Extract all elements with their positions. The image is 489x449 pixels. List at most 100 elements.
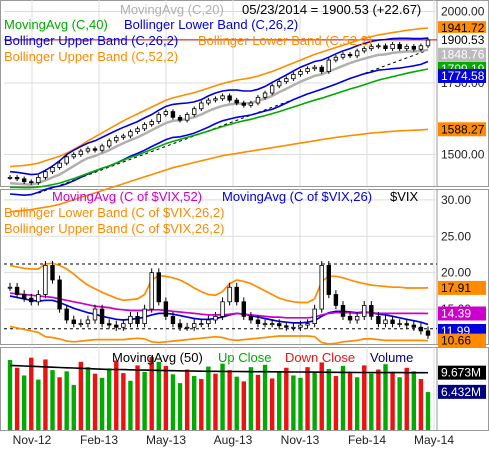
price-candle-body (199, 102, 204, 110)
vix-ma52-label: MovingAvg (C of $VIX,52) (52, 189, 202, 204)
vix-value-tag-bg (438, 280, 486, 295)
vix-candle-body (404, 323, 409, 326)
price-candle-body (114, 136, 119, 142)
price-candle-body (362, 48, 367, 52)
volume-bar (298, 377, 303, 430)
vix-candle-body (192, 323, 197, 328)
volume-bar (262, 364, 268, 430)
price-candle-body (284, 78, 289, 82)
volume-ma-line (9, 364, 428, 374)
price-candle-body (7, 177, 13, 179)
volume-bar (354, 377, 360, 430)
price-candle-body (78, 150, 84, 155)
price-candle-body (43, 171, 48, 178)
volume-bar (340, 365, 346, 430)
price-candle-body (333, 56, 339, 61)
price-candle-body (29, 181, 34, 184)
vix-candle-body (340, 305, 346, 317)
price-candle-body (425, 39, 431, 47)
price-value-tag-bg (438, 32, 486, 47)
vix-candle-body (354, 315, 360, 321)
price-candle-body (92, 148, 98, 151)
vix-candle-body (319, 265, 324, 310)
vix-candle-body (156, 272, 161, 303)
volume-bar (199, 379, 204, 430)
volume-bar (50, 370, 55, 430)
volume-bar (156, 361, 161, 430)
price-candle-body (50, 166, 55, 173)
volume-bar (213, 373, 218, 430)
price-series-line (9, 27, 429, 168)
price-value-tag-bg (438, 122, 486, 137)
vix-candle-body (362, 305, 367, 317)
volume-value-tag: 9.673M (441, 366, 481, 380)
price-candle-body (227, 95, 232, 101)
volume-bar (14, 367, 20, 430)
price-candle-body (369, 45, 374, 50)
price-candle-body (411, 45, 417, 50)
vix-candle-body (291, 326, 296, 329)
vix-value-tag-bg (438, 333, 486, 348)
volume-ma50-label: MovingAvg (50) (112, 350, 203, 365)
volume-bar (121, 373, 126, 430)
volume-value-tag-bg (438, 365, 486, 380)
price-candle-body (319, 66, 324, 72)
price-candle-body (326, 59, 332, 72)
volume-bar (7, 360, 13, 430)
price-candle-body (128, 131, 133, 137)
volume-bar (390, 371, 395, 430)
price-candle-body (213, 98, 218, 101)
volume-bar (220, 363, 225, 430)
price-candle-body (149, 121, 154, 125)
vix-candle-body (298, 324, 303, 328)
price-candle-body (340, 53, 346, 58)
volume-bar (326, 368, 332, 430)
vix-candle-body (262, 323, 268, 326)
vix-value-tag: 17.91 (441, 281, 471, 295)
vix-candle-body (255, 319, 261, 325)
volume-bar (241, 381, 246, 430)
volume-bar (64, 371, 69, 430)
price-candle-body (262, 92, 268, 98)
x-tick-label: May-14 (414, 433, 454, 447)
vix-candle-body (241, 301, 246, 317)
vix-candle-body (284, 325, 289, 328)
vix-candle-body (7, 286, 13, 289)
volume-bar (362, 365, 367, 430)
vix-candle-body (170, 315, 176, 325)
price-candle-body (298, 71, 303, 75)
vix-candle-body (21, 294, 27, 299)
price-candle-body (404, 45, 409, 50)
price-series-line (9, 48, 429, 186)
vix-y-tick-label: 25.00 (441, 229, 471, 243)
volume-bar (43, 359, 48, 430)
price-candle-body (241, 102, 246, 106)
vix-candle-body (114, 324, 119, 328)
vix-y-tick-label: 20.00 (441, 266, 471, 280)
price-candle-body (390, 43, 395, 50)
price-candle-body (135, 128, 140, 133)
volume-bar (149, 357, 154, 430)
volume-bar (99, 377, 105, 430)
vix-candle-body (347, 315, 353, 321)
price-value-tag: 1774.58 (441, 69, 485, 83)
price-candle-body (156, 114, 161, 123)
volume-bar (78, 361, 84, 430)
vix-value-tag: 14.39 (441, 307, 471, 321)
vix-candle-body (206, 319, 211, 325)
price-y-tick-label: 2000.00 (441, 4, 485, 18)
vix-candle-body (29, 297, 34, 303)
vix-candle-body (333, 294, 339, 306)
vix-series-line (9, 292, 429, 319)
price-candle-body (163, 111, 169, 115)
vix-bb-lower-label: Bollinger Lower Band (C of $VIX,26,2) (4, 205, 224, 220)
volume-bar (21, 375, 27, 430)
vix-bb-upper-label: Bollinger Upper Band (C of $VIX,26,2) (4, 221, 224, 236)
vix-candle-body (326, 265, 332, 295)
price-value-tag: 1848.76 (441, 48, 485, 62)
vix-candle-body (163, 301, 169, 317)
x-tick-label: Feb-14 (348, 433, 386, 447)
volume-bar (114, 360, 119, 430)
vix-candle-body (85, 319, 91, 325)
